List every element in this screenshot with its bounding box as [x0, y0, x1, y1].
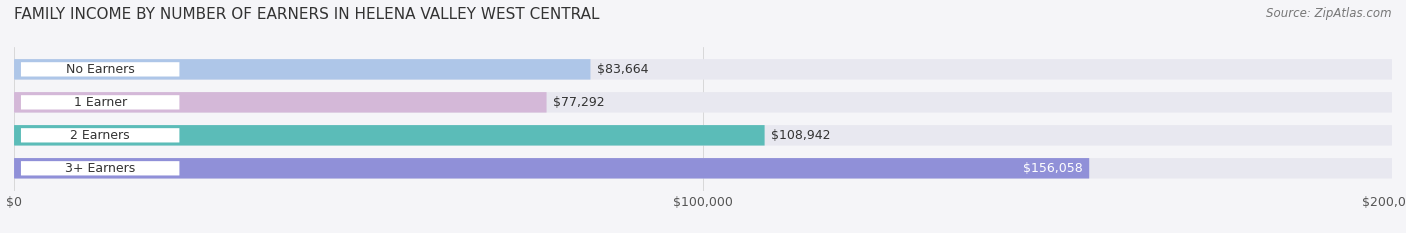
- FancyBboxPatch shape: [21, 161, 180, 175]
- Text: 2 Earners: 2 Earners: [70, 129, 129, 142]
- FancyBboxPatch shape: [14, 158, 1392, 178]
- FancyBboxPatch shape: [14, 59, 1392, 80]
- Text: $108,942: $108,942: [772, 129, 831, 142]
- FancyBboxPatch shape: [14, 92, 1392, 113]
- Text: $83,664: $83,664: [598, 63, 648, 76]
- Text: $77,292: $77,292: [554, 96, 605, 109]
- FancyBboxPatch shape: [14, 125, 765, 146]
- FancyBboxPatch shape: [14, 59, 591, 80]
- FancyBboxPatch shape: [14, 92, 547, 113]
- Text: Source: ZipAtlas.com: Source: ZipAtlas.com: [1267, 7, 1392, 20]
- Text: FAMILY INCOME BY NUMBER OF EARNERS IN HELENA VALLEY WEST CENTRAL: FAMILY INCOME BY NUMBER OF EARNERS IN HE…: [14, 7, 599, 22]
- Text: 3+ Earners: 3+ Earners: [65, 162, 135, 175]
- FancyBboxPatch shape: [14, 158, 1090, 178]
- FancyBboxPatch shape: [14, 125, 1392, 146]
- Text: $156,058: $156,058: [1022, 162, 1083, 175]
- FancyBboxPatch shape: [21, 128, 180, 142]
- FancyBboxPatch shape: [21, 62, 180, 76]
- FancyBboxPatch shape: [21, 95, 180, 110]
- Text: No Earners: No Earners: [66, 63, 135, 76]
- Text: 1 Earner: 1 Earner: [73, 96, 127, 109]
